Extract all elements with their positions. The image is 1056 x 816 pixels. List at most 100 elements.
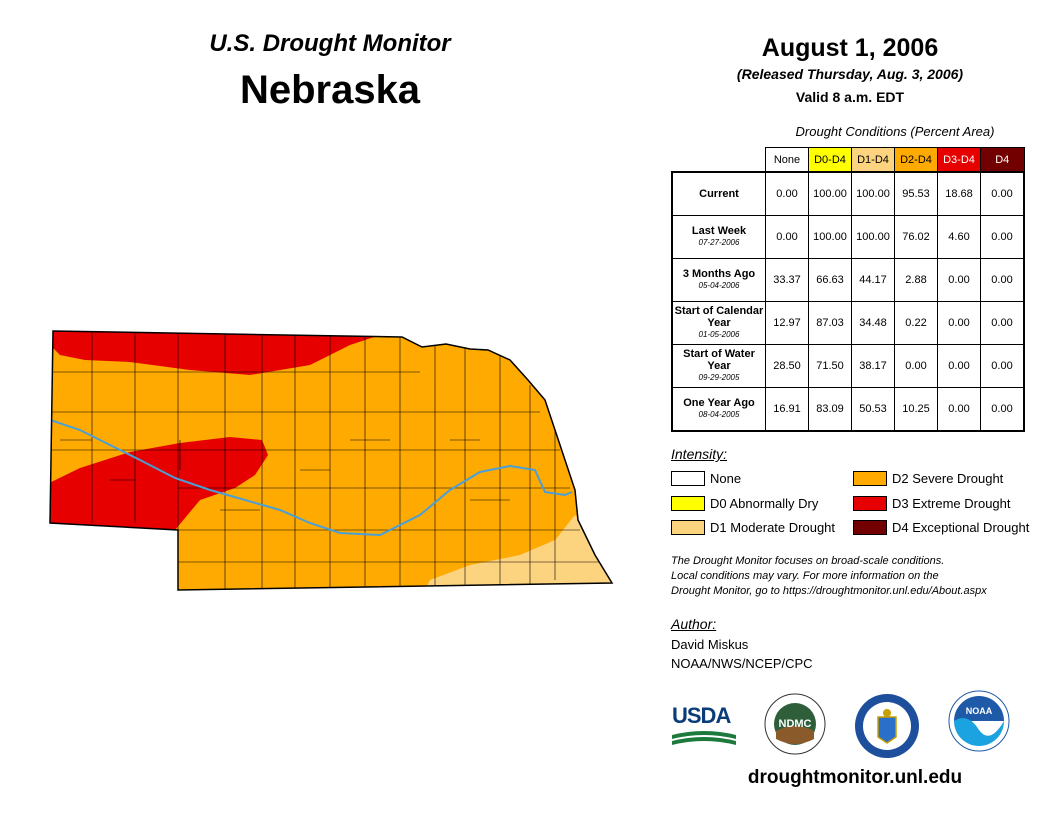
table-cell: 0.00 [937, 258, 981, 302]
row-label: 3 Months Ago 05-04-2006 [671, 258, 766, 302]
row-date: 05-04-2006 [698, 281, 740, 290]
legend-label: D2 Severe Drought [892, 471, 1004, 486]
nebraska-drought-map [49, 330, 614, 591]
legend-item-d4: D4 Exceptional Drought [853, 520, 1029, 535]
legend-swatch [853, 520, 887, 535]
table-row: One Year Ago 08-04-2005 16.91 83.09 50.53… [671, 387, 1025, 432]
note-line: Local conditions may vary. For more info… [671, 570, 939, 582]
usda-hills-icon [672, 731, 736, 745]
row-title: Current [699, 188, 739, 200]
drought-stats-table: None D0-D4 D1-D4 D2-D4 D3-D4 D4 Current … [671, 147, 1025, 432]
table-cell: 10.25 [894, 387, 938, 432]
d1-region [420, 515, 612, 590]
platte-river [50, 419, 573, 537]
legend-title: Intensity: [671, 446, 728, 462]
col-d4: D4 [980, 147, 1025, 173]
row-label: Current [671, 171, 766, 216]
table-cell: 38.17 [851, 344, 895, 388]
table-cell: 83.09 [808, 387, 852, 432]
table-cell: 34.48 [851, 301, 895, 345]
legend-swatch [853, 471, 887, 486]
row-date: 08-04-2005 [698, 410, 740, 419]
table-row: 3 Months Ago 05-04-2006 33.37 66.63 44.17… [671, 258, 1025, 302]
row-title: Start of Calendar Year [674, 305, 764, 329]
table-row: Last Week 07-27-2006 0.00 100.00 100.00 7… [671, 215, 1025, 259]
legend-item-d2: D2 Severe Drought [853, 471, 1003, 486]
col-d0-d4: D0-D4 [808, 147, 852, 173]
ndmc-logo-text: NDMC [779, 718, 812, 730]
table-cell: 28.50 [765, 344, 809, 388]
legend-item-none: None [671, 471, 741, 486]
legend-label: D1 Moderate Drought [710, 520, 836, 535]
table-cell: 95.53 [894, 171, 938, 216]
d3-region-north [50, 331, 410, 375]
table-cell: 0.00 [765, 215, 809, 259]
table-cell: 87.03 [808, 301, 852, 345]
table-cell: 0.00 [980, 215, 1025, 259]
row-title: 3 Months Ago [682, 268, 756, 280]
table-cell: 0.00 [937, 301, 981, 345]
legend-label: None [710, 471, 742, 486]
usda-logo-text: USDA [672, 703, 731, 728]
table-cell: 0.00 [980, 171, 1025, 216]
release-date: (Released Thursday, Aug. 3, 2006) [736, 66, 964, 82]
table-cell: 4.60 [937, 215, 981, 259]
table-cell: 0.00 [765, 171, 809, 216]
table-cell: 100.00 [851, 215, 895, 259]
usda-logo: USDA [672, 703, 736, 749]
row-title: One Year Ago [683, 397, 755, 409]
col-none: None [765, 147, 809, 173]
table-cell: 0.00 [980, 258, 1025, 302]
state-outline [49, 330, 614, 591]
d3-region-west [50, 437, 268, 530]
disclaimer-note: The Drought Monitor focuses on broad-sca… [671, 554, 1051, 599]
legend-label: D3 Extreme Drought [892, 496, 1011, 511]
legend-swatch [671, 471, 705, 486]
author-org: NOAA/NWS/NCEP/CPC [671, 656, 813, 671]
table-cell: 44.17 [851, 258, 895, 302]
table-cell: 33.37 [765, 258, 809, 302]
noaa-logo-text: NOAA [966, 706, 993, 716]
state-title: Nebraska [239, 68, 421, 112]
table-cell: 2.88 [894, 258, 938, 302]
table-corner [672, 148, 766, 173]
table-row: Start of Calendar Year 01-05-2006 12.97 8… [671, 301, 1025, 345]
author-name: David Miskus [671, 637, 749, 652]
commerce-seal-icon [855, 694, 919, 758]
ndmc-logo: NDMC [764, 693, 826, 755]
table-cell: 66.63 [808, 258, 852, 302]
legend-label: D4 Exceptional Drought [892, 520, 1030, 535]
legend-item-d1: D1 Moderate Drought [671, 520, 835, 535]
table-row: Current 0.00 100.00 100.00 95.53 18.68 0… [671, 171, 1025, 216]
table-cell: 0.00 [937, 387, 981, 432]
row-label: One Year Ago 08-04-2005 [671, 387, 766, 432]
table-cell: 0.22 [894, 301, 938, 345]
table-cell: 100.00 [808, 171, 852, 216]
row-title: Start of Water Year [683, 348, 755, 372]
table-cell: 71.50 [808, 344, 852, 388]
table-cell: 16.91 [765, 387, 809, 432]
table-cell: 0.00 [980, 387, 1025, 432]
table-cell: 18.68 [937, 171, 981, 216]
row-label: Start of Water Year 09-29-2005 [671, 344, 766, 388]
table-cell: 0.00 [937, 344, 981, 388]
table-caption: Drought Conditions (Percent Area) [795, 124, 995, 139]
author-title: Author: [671, 616, 717, 632]
col-d2-d4: D2-D4 [894, 147, 938, 173]
note-line: The Drought Monitor focuses on broad-sca… [671, 555, 945, 567]
row-title: Last Week [691, 225, 747, 237]
row-date: 07-27-2006 [698, 238, 740, 247]
table-cell: 100.00 [851, 171, 895, 216]
website-url[interactable]: droughtmonitor.unl.edu [747, 767, 963, 788]
row-date: 01-05-2006 [698, 330, 740, 339]
county-lines [50, 331, 600, 590]
table-cell: 0.00 [894, 344, 938, 388]
legend-swatch [853, 496, 887, 511]
legend-label: D0 Abnormally Dry [710, 496, 819, 511]
row-label: Start of Calendar Year 01-05-2006 [671, 301, 766, 345]
map-subtitle: U.S. Drought Monitor [209, 30, 451, 57]
table-cell: 0.00 [980, 344, 1025, 388]
map-date: August 1, 2006 [761, 34, 939, 62]
legend-item-d3: D3 Extreme Drought [853, 496, 1011, 511]
table-row: Start of Water Year 09-29-2005 28.50 71.5… [671, 344, 1025, 388]
